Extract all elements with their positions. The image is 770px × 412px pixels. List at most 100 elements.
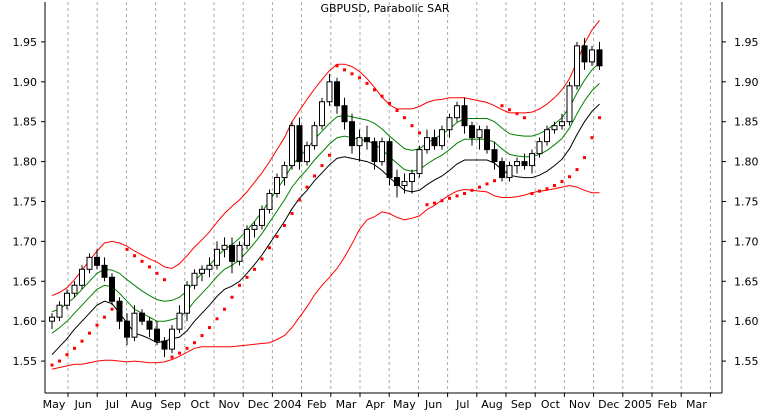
sar-dot-22 xyxy=(215,317,219,321)
candle-body-51 xyxy=(431,137,438,147)
candle-body-0 xyxy=(49,316,55,322)
candle-body-19 xyxy=(191,272,198,286)
candle-body-59 xyxy=(491,149,498,163)
x-tick-label-2: Jul xyxy=(105,398,119,411)
candle-body-3 xyxy=(71,284,78,294)
candle-body-54 xyxy=(454,105,460,119)
sar-dot-26 xyxy=(245,275,249,279)
candle-body-63 xyxy=(521,161,528,167)
sar-dot-52 xyxy=(440,199,444,203)
sar-dot-57 xyxy=(478,185,481,189)
candle-body-26 xyxy=(244,228,250,246)
sar-dot-1 xyxy=(58,359,61,363)
x-tick-label-10: Mar xyxy=(336,398,357,411)
candle-body-69 xyxy=(566,85,573,123)
sar-dot-71 xyxy=(583,156,586,160)
candle-body-14 xyxy=(154,328,160,342)
candle-body-37 xyxy=(326,81,333,103)
candle-body-32 xyxy=(289,125,295,167)
candle-body-28 xyxy=(259,208,265,226)
candle-body-46 xyxy=(394,177,400,187)
candle-body-57 xyxy=(476,129,483,139)
y-tick-label-right-8: 1.95 xyxy=(734,36,759,49)
sar-dot-35 xyxy=(313,174,316,178)
candle-body-20 xyxy=(199,268,205,274)
sar-dot-15 xyxy=(163,278,166,282)
sar-dot-32 xyxy=(290,211,294,215)
candle-body-9 xyxy=(116,300,123,322)
candle-body-40 xyxy=(349,121,355,147)
sar-dot-24 xyxy=(230,295,234,299)
sar-dot-29 xyxy=(268,246,271,250)
sar-dot-41 xyxy=(358,76,361,80)
sar-dot-16 xyxy=(170,355,174,359)
candle-body-45 xyxy=(386,141,393,179)
candle-body-50 xyxy=(424,137,430,151)
y-tick-label-right-7: 1.90 xyxy=(734,76,759,89)
candle-body-48 xyxy=(409,173,415,183)
sar-dot-5 xyxy=(88,331,91,335)
candle-body-16 xyxy=(169,328,175,350)
sar-dot-2 xyxy=(65,353,69,357)
y-tick-label-right-4: 1.75 xyxy=(734,195,759,208)
x-tick-label-9: Feb xyxy=(307,398,326,411)
candle-body-35 xyxy=(311,125,318,147)
candle-body-56 xyxy=(469,125,475,139)
sar-dot-19 xyxy=(193,341,196,345)
sar-dot-61 xyxy=(508,108,511,112)
sar-dot-72 xyxy=(590,136,594,140)
sar-dot-70 xyxy=(575,168,579,172)
sar-dot-23 xyxy=(223,307,226,311)
x-tick-label-5: Oct xyxy=(190,398,210,411)
y-tick-label-left-8: 1.95 xyxy=(13,36,38,49)
sar-dot-43 xyxy=(373,88,376,92)
x-tick-label-17: Oct xyxy=(541,398,561,411)
y-tick-label-left-1: 1.60 xyxy=(13,315,38,328)
candle-body-21 xyxy=(206,264,213,270)
candle-body-41 xyxy=(356,137,363,147)
candle-body-15 xyxy=(161,340,168,350)
candle-body-23 xyxy=(221,244,228,250)
candle-body-13 xyxy=(146,320,153,330)
candle-body-11 xyxy=(131,312,138,338)
sar-dot-69 xyxy=(568,175,571,179)
sar-dot-28 xyxy=(260,257,264,261)
y-tick-label-left-5: 1.80 xyxy=(13,156,38,169)
candle-body-18 xyxy=(184,284,190,314)
x-tick-label-3: Aug xyxy=(131,398,152,411)
candle-body-52 xyxy=(439,129,445,147)
x-tick-label-16: Sep xyxy=(511,398,532,411)
sar-dot-20 xyxy=(200,334,204,338)
sar-dot-18 xyxy=(185,346,189,350)
sar-dot-21 xyxy=(208,326,211,330)
x-tick-label-14: Jul xyxy=(455,398,469,411)
candle-body-73 xyxy=(596,49,603,67)
sar-dot-53 xyxy=(448,196,451,200)
candle-body-7 xyxy=(101,264,108,278)
y-tick-label-right-0: 1.55 xyxy=(734,355,759,368)
candle-body-10 xyxy=(124,320,130,338)
sar-dot-34 xyxy=(305,185,309,189)
candle-body-44 xyxy=(379,141,385,163)
sar-dot-68 xyxy=(560,180,564,184)
sar-dot-10 xyxy=(125,247,129,251)
y-tick-label-right-5: 1.80 xyxy=(734,156,759,169)
sar-dot-38 xyxy=(335,64,339,68)
sar-dot-37 xyxy=(328,153,331,157)
candle-body-6 xyxy=(94,256,100,266)
sar-dot-49 xyxy=(418,131,421,135)
x-tick-label-15: Aug xyxy=(481,398,502,411)
sar-dot-46 xyxy=(395,109,399,113)
sar-dot-54 xyxy=(455,194,459,198)
sar-dot-8 xyxy=(110,307,114,311)
x-tick-label-21: Feb xyxy=(657,398,676,411)
sar-dot-51 xyxy=(433,201,436,205)
x-tick-label-18: Nov xyxy=(569,398,591,411)
candle-body-71 xyxy=(581,45,588,63)
candle-body-65 xyxy=(536,141,543,155)
x-tick-label-0: May xyxy=(43,398,66,411)
sar-dot-44 xyxy=(380,94,384,98)
candle-body-64 xyxy=(529,153,535,167)
sar-dot-64 xyxy=(530,192,534,196)
